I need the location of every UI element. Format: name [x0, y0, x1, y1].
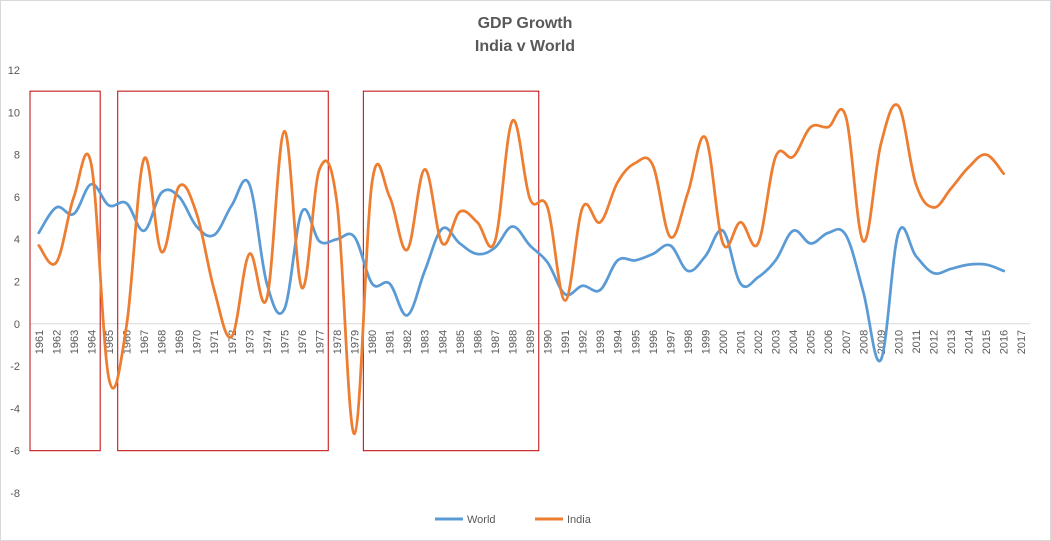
- x-tick-label: 1970: [192, 330, 204, 354]
- legend-label-world[interactable]: World: [467, 514, 496, 526]
- x-tick-label: 1969: [174, 330, 186, 354]
- x-tick-label: 2015: [981, 330, 993, 354]
- highlight-boxes: [29, 90, 540, 452]
- x-tick-label: 1999: [700, 330, 712, 354]
- x-tick-label: 2010: [893, 330, 905, 354]
- x-tick-label: 2000: [718, 330, 730, 354]
- x-tick-label: 1983: [420, 330, 432, 354]
- x-tick-label: 1971: [209, 330, 221, 354]
- series-lines: [37, 103, 1006, 436]
- x-tick-label: 1974: [262, 330, 274, 354]
- x-tick-label: 2017: [1016, 330, 1028, 354]
- x-tick-label: 1982: [402, 330, 414, 354]
- x-tick-label: 1989: [525, 330, 537, 354]
- x-tick-label: 1992: [578, 330, 590, 354]
- x-tick-label: 1990: [543, 330, 555, 354]
- series-line-india: [37, 103, 1006, 436]
- x-tick-label: 1968: [157, 330, 169, 354]
- x-tick-label: 1964: [86, 330, 98, 354]
- x-tick-label: 2007: [841, 330, 853, 354]
- y-tick-label: 4: [14, 234, 20, 246]
- x-tick-label: 1986: [472, 330, 484, 354]
- x-tick-label: 1978: [332, 330, 344, 354]
- x-tick-label: 1995: [630, 330, 642, 354]
- x-tick-label: 1961: [34, 330, 46, 354]
- x-tick-label: 2011: [911, 330, 923, 354]
- x-tick-labels: 1961 1962 1963 1964 1965 1966 1967 1968 1969 1970…: [34, 330, 1028, 354]
- x-tick-label: 2013: [946, 330, 958, 354]
- x-tick-label: 1996: [648, 330, 660, 354]
- y-axis: -8 -6 -4 -2 0 2 4 6 8 10 12: [8, 65, 20, 500]
- x-tick-label: 1977: [314, 330, 326, 354]
- x-tick-label: 1997: [665, 330, 677, 354]
- y-tick-label: 0: [14, 319, 20, 331]
- x-tick-label: 1980: [367, 330, 379, 354]
- x-tick-label: 1998: [683, 330, 695, 354]
- x-tick-label: 1979: [350, 330, 362, 354]
- x-tick-label: 1976: [297, 330, 309, 354]
- y-tick-label: -4: [10, 403, 20, 415]
- chart-subtitle: India v World: [475, 38, 575, 55]
- highlight-box: [117, 90, 329, 452]
- x-tick-label: 1987: [490, 330, 502, 354]
- x-tick-label: 2002: [753, 330, 765, 354]
- x-tick-label: 1962: [51, 330, 63, 354]
- x-tick-label: 1988: [507, 330, 519, 354]
- x-tick-label: 2006: [823, 330, 835, 354]
- x-tick-label: 1985: [455, 330, 467, 354]
- x-tick-label: 1981: [385, 330, 397, 354]
- x-tick-label: 2005: [806, 330, 818, 354]
- y-tick-label: 2: [14, 277, 20, 289]
- y-tick-label: 10: [8, 107, 20, 119]
- x-tick-label: 1991: [560, 330, 572, 354]
- x-tick-label: 1963: [69, 330, 81, 354]
- y-tick-label: 12: [8, 65, 20, 77]
- highlight-box: [362, 90, 540, 452]
- x-tick-label: 1967: [139, 330, 151, 354]
- y-tick-label: 6: [14, 192, 20, 204]
- x-tick-label: 2014: [964, 330, 976, 354]
- x-tick-label: 1965: [104, 330, 116, 354]
- x-tick-label: 1984: [437, 330, 449, 354]
- y-tick-label: -6: [10, 446, 20, 458]
- y-tick-label: -8: [10, 488, 20, 500]
- x-tick-label: 2001: [736, 330, 748, 354]
- y-tick-label: -2: [10, 361, 20, 373]
- x-tick-label: 2003: [771, 330, 783, 354]
- x-tick-label: 2016: [999, 330, 1011, 354]
- legend-label-india[interactable]: India: [567, 514, 592, 526]
- x-tick-label: 2012: [929, 330, 941, 354]
- highlight-box: [29, 90, 101, 452]
- x-tick-label: 1993: [595, 330, 607, 354]
- x-tick-label: 2004: [788, 330, 800, 354]
- chart-title: GDP Growth: [478, 15, 573, 32]
- x-tick-label: 1994: [613, 330, 625, 354]
- x-tick-label: 1973: [244, 330, 256, 354]
- x-tick-label: 2008: [858, 330, 870, 354]
- x-tick-label: 1975: [279, 330, 291, 354]
- y-tick-label: 8: [14, 150, 20, 162]
- legend[interactable]: World India: [435, 514, 592, 526]
